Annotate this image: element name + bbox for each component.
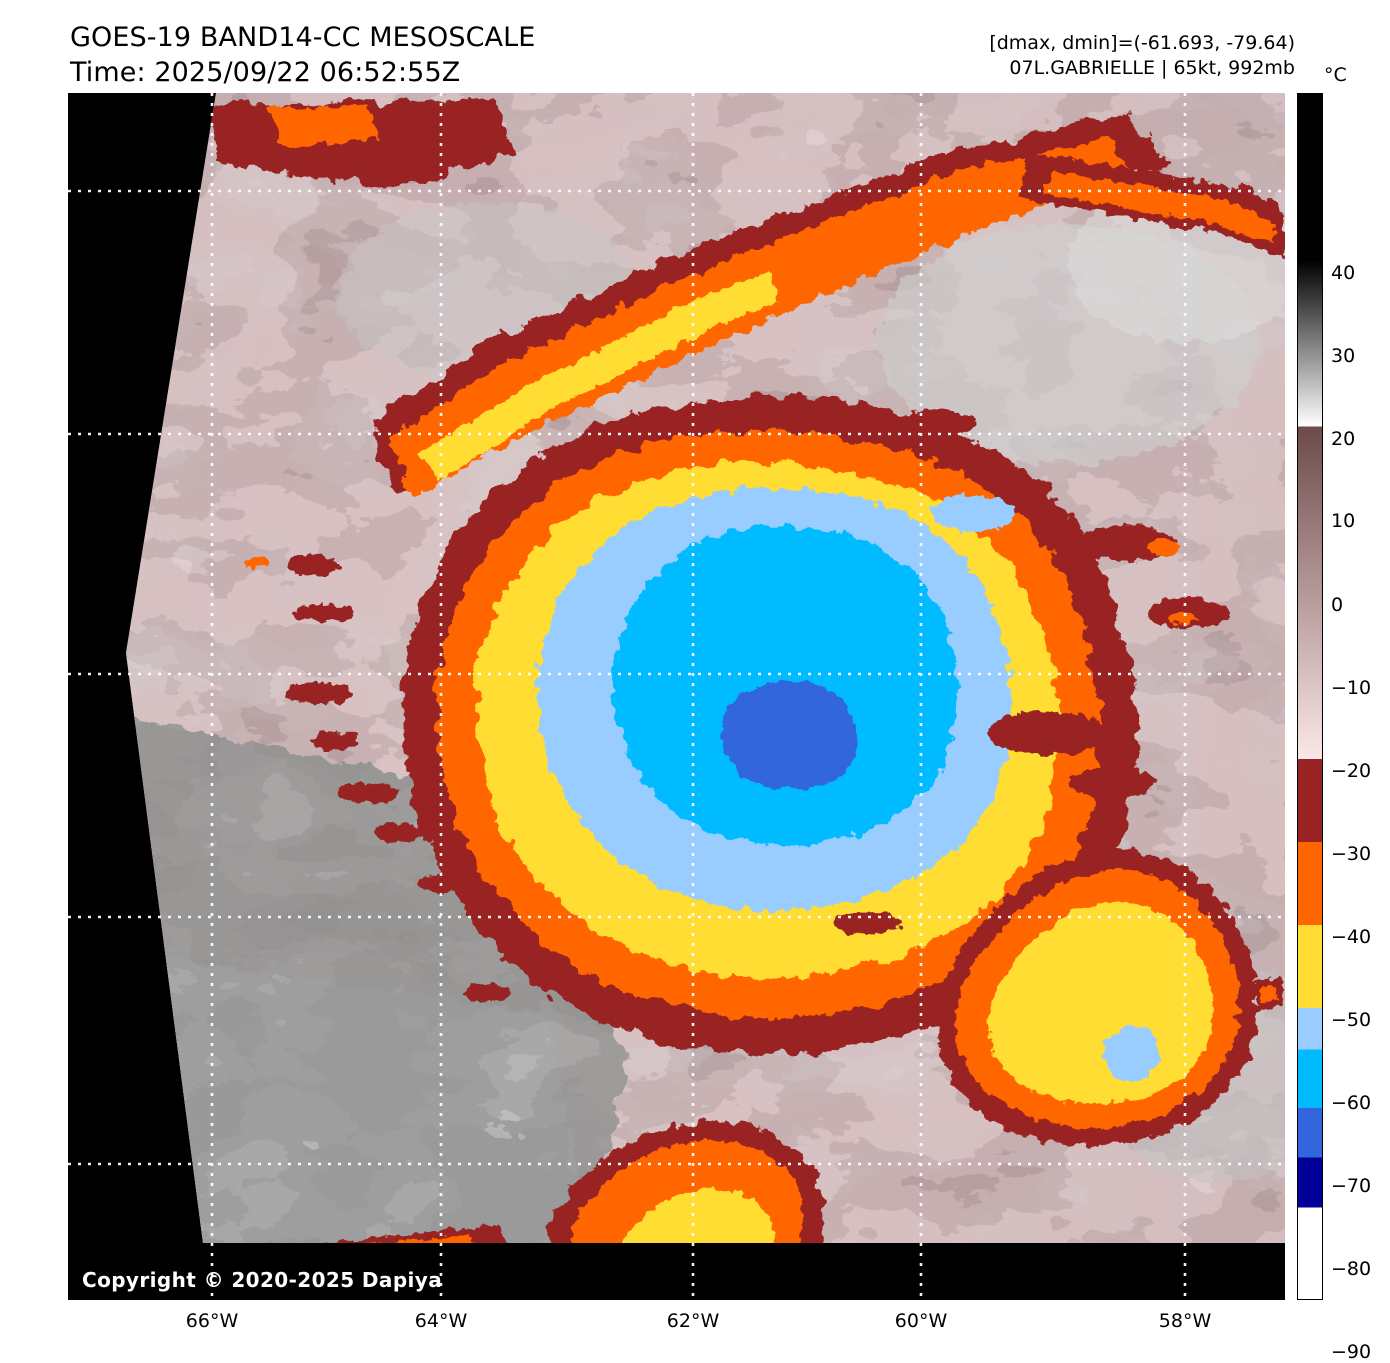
storm-info-label: 07L.GABRIELLE | 65kt, 992mb: [1009, 56, 1295, 79]
xtick-label: 64°W: [414, 1310, 468, 1332]
imagery-swath: [126, 93, 1285, 1243]
data-range-label: [dmax, dmin]=(-61.693, -79.64): [989, 32, 1295, 54]
satellite-image-panel[interactable]: Copyright © 2020-2025 Dapiya: [68, 93, 1285, 1300]
colorbar-tick-label: 0: [1331, 594, 1344, 616]
colorbar-tick-label: −90: [1331, 1341, 1372, 1363]
colorbar-tick-label: 10: [1331, 510, 1356, 532]
northern-spiral-band: [208, 98, 1285, 498]
xtick-label: 60°W: [894, 1310, 948, 1332]
colorbar-tick-label: −10: [1331, 677, 1372, 699]
primary-hurricane-cdo: [402, 396, 1137, 1055]
xtick-label: 62°W: [666, 1310, 720, 1332]
colorbar-tick-label: −50: [1331, 1009, 1372, 1031]
temperature-colorbar[interactable]: [1297, 93, 1323, 1300]
southern-cell: [323, 1121, 823, 1243]
colorbar-tick-label: −80: [1331, 1258, 1372, 1280]
copyright-label: Copyright © 2020-2025 Dapiya: [82, 1268, 443, 1292]
colorbar-tick-label: 20: [1331, 428, 1356, 450]
colorbar-tick-label: −40: [1331, 926, 1372, 948]
colorbar-tick-label: 40: [1331, 262, 1356, 284]
colorbar-gradient: [1298, 94, 1322, 1299]
colorbar-tick-label: 30: [1331, 345, 1356, 367]
xtick-label: 58°W: [1158, 1310, 1212, 1332]
colorbar-tick-label: −60: [1331, 1092, 1372, 1114]
header-meta-block: [dmax, dmin]=(-61.693, -79.64) 07L.GABRI…: [989, 31, 1295, 80]
scattered-orange-specks: [246, 540, 1197, 625]
page-title: GOES-19 BAND14-CC MESOSCALE: [70, 22, 536, 53]
header-title-block: GOES-19 BAND14-CC MESOSCALE Time: 2025/0…: [70, 20, 535, 90]
xtick-label: 66°W: [185, 1310, 239, 1332]
colorbar-tick-label: −30: [1331, 843, 1372, 865]
bottom-black-strip: [68, 1243, 1285, 1300]
colorbar-unit-label: °C: [1324, 64, 1347, 86]
colorbar-tick-label: −70: [1331, 1175, 1372, 1197]
timestamp-label: Time: 2025/09/22 06:52:55Z: [70, 57, 461, 89]
satellite-imagery: [68, 93, 1285, 1300]
colorbar-tick-label: −20: [1331, 760, 1372, 782]
southeast-convective-cell: [937, 849, 1284, 1146]
map-gridlines: [68, 93, 1285, 1300]
